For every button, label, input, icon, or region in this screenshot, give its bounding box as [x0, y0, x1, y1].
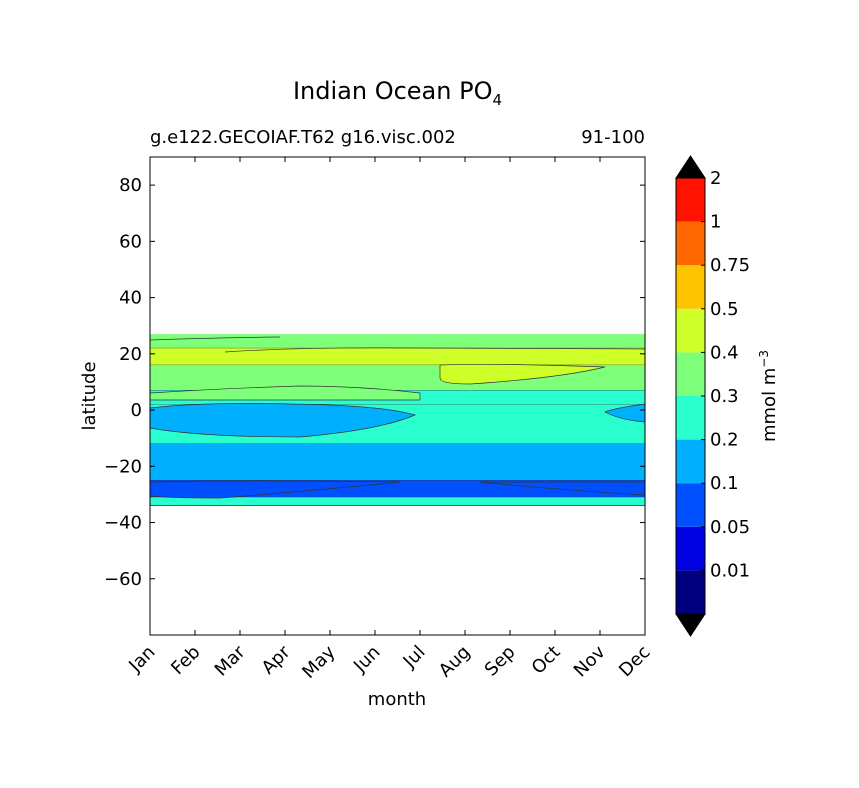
plot-frame — [149, 156, 646, 636]
x-tick-label: Mar — [211, 641, 250, 680]
chart-title: Indian Ocean PO4 — [150, 77, 645, 109]
contour-patch-0.3-bulge — [149, 385, 421, 401]
colorbar-segment-5 — [676, 352, 705, 396]
y-tick-label: 0 — [131, 400, 142, 421]
colorbar-tick-label: 0.3 — [710, 386, 739, 407]
colorbar-tick-label: 0.2 — [710, 430, 739, 451]
colorbar-tick-label: 0.75 — [710, 255, 750, 276]
colorbar-segment-9 — [676, 178, 705, 222]
colorbar-segment-7 — [676, 265, 705, 309]
colorbar-segment-3 — [676, 439, 705, 484]
chart-subtitle-right: 91-100 — [581, 127, 645, 148]
x-tick-label: Jan — [124, 642, 159, 677]
colorbar-label-superscript: −3 — [757, 350, 771, 368]
x-tick-label: Jun — [349, 642, 384, 677]
contour-band-5 — [150, 443, 645, 481]
y-tick-label: 80 — [119, 175, 142, 196]
colorbar-tick-label: 2 — [710, 168, 721, 189]
y-tick-label: 60 — [119, 231, 142, 252]
x-tick-label: Sep — [481, 642, 520, 681]
colorbar-label-text: mmol m — [759, 368, 780, 442]
x-tick-label: Aug — [435, 642, 475, 682]
x-tick-label: Oct — [528, 642, 565, 679]
colorbar-extend-max — [675, 155, 706, 179]
colorbar-segment-2 — [676, 483, 705, 527]
contour-patch-0.05-right — [479, 481, 646, 496]
colorbar-segment-6 — [676, 308, 705, 353]
colorbar-tick-label: 1 — [710, 212, 721, 233]
colorbar-tick-label: 0.05 — [710, 517, 750, 538]
colorbar-segment-0 — [676, 570, 705, 614]
y-tick-label: 20 — [119, 344, 142, 365]
x-tick-label: Jul — [399, 642, 430, 673]
x-tick-label: Dec — [615, 642, 654, 681]
y-tick-label: −40 — [104, 513, 142, 534]
colorbar-label: mmol m−3 — [757, 350, 780, 442]
contour-features — [149, 336, 646, 499]
y-tick-label: 40 — [119, 288, 142, 309]
contour-band-7 — [150, 497, 645, 506]
contour-patch-low-0.1-left — [149, 403, 417, 438]
colorbar-tick-label: 0.5 — [710, 299, 739, 320]
colorbar-tick-label: 0.4 — [710, 342, 739, 363]
contour-patch-low-0.1-right — [604, 403, 646, 423]
chart-subtitle-left: g.e122.GECOIAF.T62 g16.visc.002 — [150, 127, 456, 148]
x-axis-label: month — [368, 689, 426, 710]
title-text: Indian Ocean PO — [292, 77, 493, 105]
y-axis-label: latitude — [79, 361, 100, 430]
contour-patch-0.05-left — [149, 480, 401, 499]
colorbar-tick-label: 0.1 — [710, 473, 739, 494]
contour-bands — [150, 334, 645, 507]
x-tick-label: May — [298, 641, 339, 682]
colorbar-segment-4 — [676, 396, 705, 440]
y-tick-label: −20 — [104, 456, 142, 477]
colorbar-segment-8 — [676, 221, 705, 266]
contour-line-north-2 — [224, 347, 646, 353]
colorbar-extend-min — [675, 613, 706, 637]
colorbar-tick-label: 0.01 — [710, 560, 750, 581]
x-tick-label: Nov — [570, 641, 610, 681]
colorbar: 0.01 0.05 0.1 0.2 0.3 0.4 0.5 0.75 1 2 — [675, 155, 750, 637]
colorbar-segment-1 — [676, 526, 705, 571]
contour-band-1 — [150, 348, 645, 366]
x-tick-label: Apr — [258, 641, 295, 678]
contour-patch-0.4-aug — [439, 363, 606, 385]
contour-line-north-1 — [149, 336, 281, 341]
y-tick-label: −60 — [104, 569, 142, 590]
contour-band-0 — [150, 334, 645, 349]
x-tick-label: Feb — [167, 642, 204, 679]
title-subscript: 4 — [492, 90, 503, 109]
